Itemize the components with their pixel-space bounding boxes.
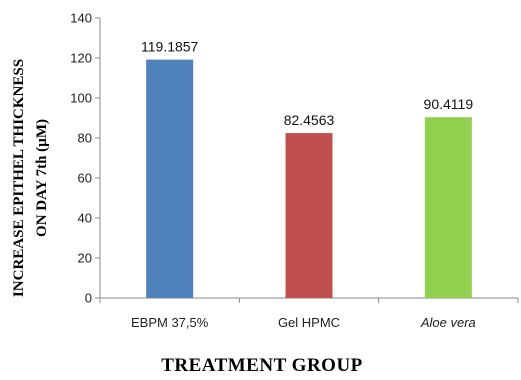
bar-2	[285, 133, 333, 298]
category-label-1: EBPM 37,5%	[131, 315, 209, 330]
bar-3	[424, 117, 472, 298]
bar-1	[146, 59, 194, 298]
y-tick-label: 40	[78, 211, 92, 226]
category-label-2: Gel HPMC	[278, 315, 340, 330]
y-axis-title-line-1: INCREASE EPITHEL THICKNESS	[11, 59, 27, 297]
y-tick-label: 120	[70, 51, 92, 66]
value-label-1: 119.1857	[141, 39, 199, 55]
y-tick-label: 140	[70, 11, 92, 26]
y-tick-label: 100	[70, 91, 92, 106]
x-axis-title: TREATMENT GROUP	[161, 355, 363, 376]
value-label-2: 82.4563	[284, 112, 335, 128]
y-tick-label: 60	[78, 171, 92, 186]
y-tick-label: 0	[85, 291, 92, 306]
category-label-3: Aloe vera	[420, 315, 476, 330]
plot-area: 0 20 40 60 80 100 120 140 119.1857 EBPM 37,5% 82.4…	[70, 11, 519, 330]
y-tick-label: 80	[78, 131, 92, 146]
y-axis-title-line-2: ON DAY 7th (µM)	[34, 119, 50, 237]
value-label-3: 90.4119	[424, 96, 474, 112]
y-tick-label: 20	[78, 251, 92, 266]
y-axis-title: INCREASE EPITHEL THICKNESS ON DAY 7th (µ…	[11, 59, 50, 297]
